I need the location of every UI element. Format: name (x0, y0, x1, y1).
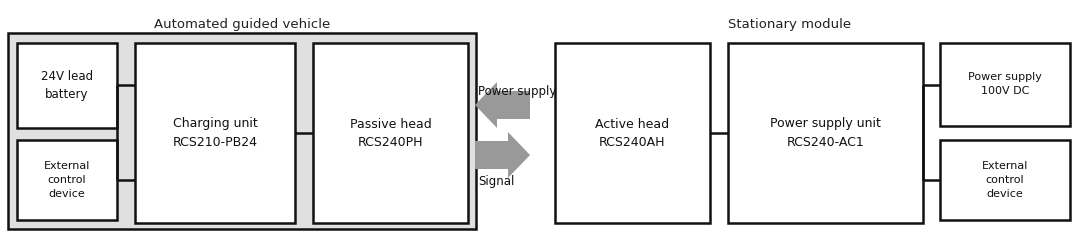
FancyArrow shape (475, 132, 530, 178)
Bar (135, 43, 295, 223)
Text: Charging unit
RCS210-PB24: Charging unit RCS210-PB24 (173, 118, 258, 148)
Text: Passive head
RCS240PH: Passive head RCS240PH (350, 118, 432, 148)
Bar (313, 43, 468, 223)
Text: 24V lead
battery: 24V lead battery (41, 70, 93, 101)
Bar (17, 43, 117, 128)
FancyArrow shape (475, 82, 530, 128)
Text: Stationary module: Stationary module (728, 18, 851, 31)
Bar (940, 140, 1070, 220)
Bar (555, 43, 710, 223)
Text: Power supply unit
RCS240-AC1: Power supply unit RCS240-AC1 (770, 118, 880, 148)
Bar (728, 43, 923, 223)
Text: External
control
device: External control device (982, 161, 1028, 199)
Text: Power supply
100V DC: Power supply 100V DC (968, 73, 1042, 96)
Text: Power supply: Power supply (478, 85, 557, 98)
Text: Active head
RCS240AH: Active head RCS240AH (596, 118, 670, 148)
Bar (17, 140, 117, 220)
Text: Automated guided vehicle: Automated guided vehicle (154, 18, 330, 31)
Text: Signal: Signal (478, 175, 515, 188)
Bar (940, 43, 1070, 126)
Text: External
control
device: External control device (44, 161, 91, 199)
Bar (8, 33, 476, 229)
